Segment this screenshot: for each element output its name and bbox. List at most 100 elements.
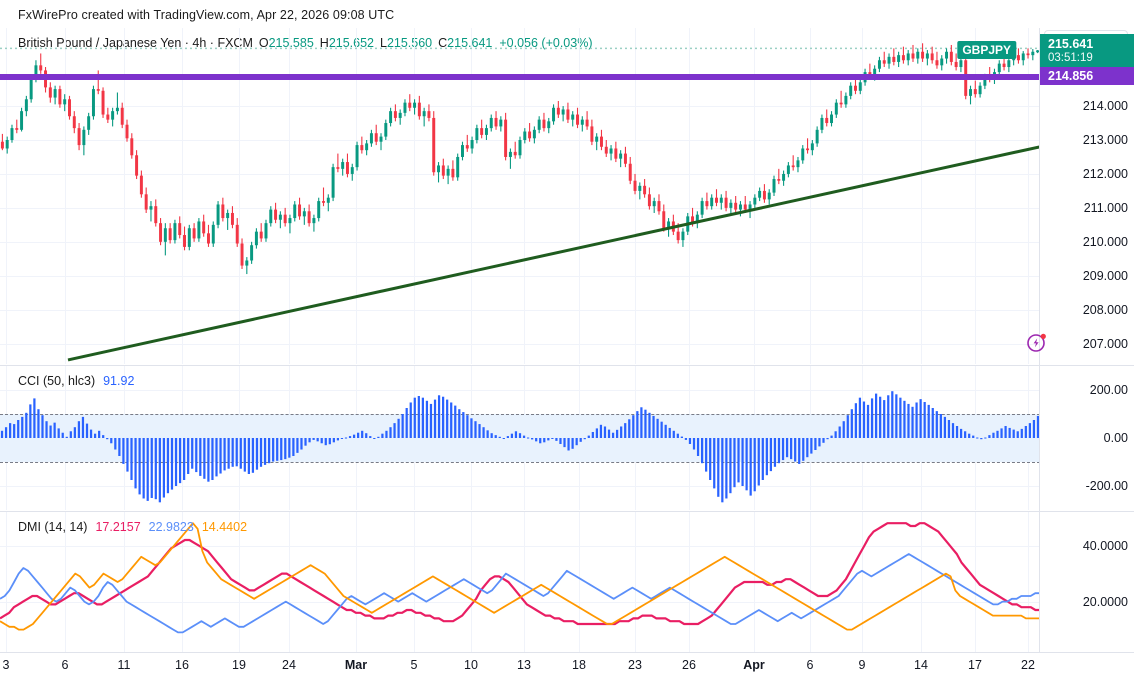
cci-bar [462,412,465,438]
cci-bar [458,409,461,438]
cci-bar [33,398,36,438]
cci-bar [850,409,853,438]
cci-bar [466,415,469,438]
price-axis-label: 213.000 [1082,133,1128,147]
candle-body [5,140,9,149]
cci-bar [733,438,736,488]
candle-body [518,140,522,156]
candle-body [1036,50,1040,53]
candle-body [1016,55,1020,61]
pane-canvas-dmi[interactable] [0,512,1040,652]
candle-body [997,63,1001,73]
lightning-alert-glyph[interactable] [1026,331,1048,353]
gridline-vertical [635,28,636,364]
candle-body [144,194,148,210]
candle-body [925,53,929,59]
time-axis-label: 23 [628,658,642,672]
candle-body [772,179,776,193]
cci-bar [802,438,805,461]
candle-body [537,119,541,130]
cci-bar [607,429,611,438]
cci-bar [753,438,756,492]
gridline-vertical [921,28,922,364]
dmi-indicator-title[interactable]: DMI (14, 14) 17.2157 22.9823 14.4402 [18,520,247,534]
gridline-horizontal [0,486,1040,487]
candle-body [336,167,340,169]
cci-bar [972,435,975,438]
candle-body [389,111,393,124]
cci-bar [559,438,562,444]
cci-bar [591,432,594,438]
dmi-value-1: 22.9823 [148,520,194,534]
candle-body [954,61,958,68]
cci-bar [709,438,712,480]
ohlc-low-key: L [380,36,387,50]
cci-bar [810,438,813,454]
gridline-vertical [1028,512,1029,652]
candle-body [691,216,695,224]
cci-bar [1012,429,1015,438]
candle-body [921,51,925,59]
cci-bar [450,402,453,438]
cci-bar [162,438,166,498]
candle-body [705,201,709,207]
candle-body [417,102,421,117]
candle-body [91,89,95,117]
candle-body [216,204,220,225]
pane-separator[interactable] [0,365,1134,366]
candle-body [1021,53,1025,61]
gridline-horizontal [0,106,1040,107]
cci-bar [381,433,384,438]
resistance-level-line[interactable] [0,74,1040,80]
gridline-vertical [6,28,7,364]
cci-bar [911,406,914,438]
candle-body [983,77,987,86]
pane-separator[interactable] [0,511,1134,512]
cci-bar [717,438,720,497]
cci-bar [61,432,64,438]
cci-bar [320,438,323,444]
ohlc-close: C215.641 [438,36,492,50]
ohlc-close-key: C [438,36,448,50]
cci-bar [223,438,226,471]
candle-body [1007,60,1011,68]
cci-bar [219,438,222,474]
candle-body [29,78,33,100]
cci-bar [575,438,578,446]
gridline-vertical [6,512,7,652]
gridline-vertical [471,512,472,652]
cci-bar [328,438,331,445]
candle-body [643,185,647,195]
candle-body [619,153,623,159]
cci-indicator-title[interactable]: CCI (50, hlc3) 91.92 [18,374,134,388]
cci-bar [547,438,550,441]
cci-bar [676,433,679,438]
cci-bar [919,399,922,438]
lightning-alert-icon[interactable] [1026,331,1048,358]
pane-canvas-price[interactable] [0,28,1040,364]
time-axis[interactable]: 3 6 11 16 19 24 Mar 5 10 13 18 23 26 Apr 6 9 14 17 22 [0,652,1134,678]
ascending-support-trendline[interactable] [67,145,1040,362]
cci-bar [37,409,40,438]
cci-bar [53,422,56,438]
time-axis-label: 6 [806,658,814,672]
pane-canvas-cci[interactable] [0,366,1040,510]
cci-bar [531,438,534,440]
candle-body [163,228,167,242]
symbol-description[interactable]: British Pound / Japanese Yen · 4h · FXCM [18,36,253,50]
candle-body [791,165,795,168]
cci-bar [470,418,473,438]
candle-body [331,167,335,198]
cci-bar [114,438,117,450]
cci-bar [352,434,356,438]
cci-bar [276,438,279,461]
candle-body [355,145,359,168]
cci-bar [146,438,149,501]
cci-bar [749,438,752,496]
candle-body [858,82,862,91]
cci-bar [672,430,675,438]
cci-bar [25,412,28,438]
candle-body [585,119,589,127]
candle-body [106,114,110,120]
candle-body [259,231,263,239]
